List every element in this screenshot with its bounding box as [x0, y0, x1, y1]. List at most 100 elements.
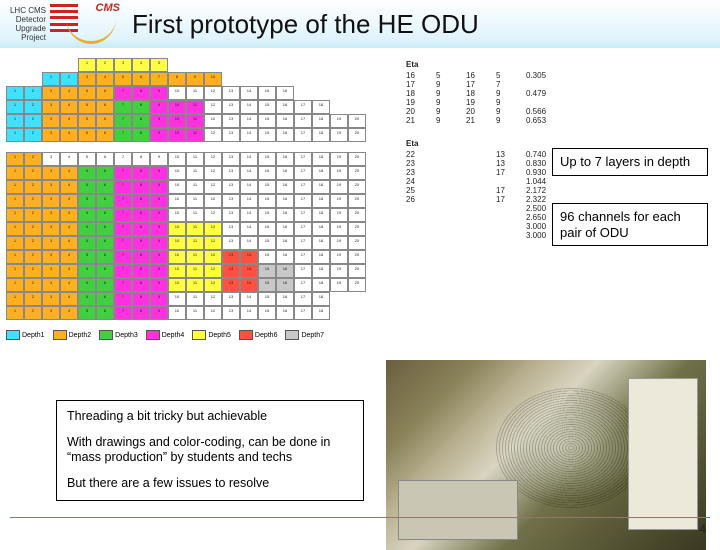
- grid-cell: 5: [78, 128, 96, 142]
- grid-cell: 11: [186, 236, 204, 250]
- prototype-photo: [386, 360, 706, 550]
- eta-cell: [436, 195, 454, 204]
- grid-cell: 15: [258, 194, 276, 208]
- legend-item: Depth7: [285, 330, 324, 340]
- eta-row: 1651650.305: [406, 71, 546, 80]
- grid-cell: 16: [276, 152, 294, 166]
- grid-cell: 10: [168, 250, 186, 264]
- grid-row: 1234567891011121314151617181920: [6, 180, 386, 194]
- main-content: 1234512345678910123456789101112131415161…: [0, 48, 720, 540]
- grid-cell: 5: [78, 222, 96, 236]
- grid-cell: 12: [204, 292, 222, 306]
- grid-cell: 8: [132, 100, 150, 114]
- grid-cell: 2: [24, 250, 42, 264]
- eta-cell: 18: [406, 89, 424, 98]
- project-label: LHC CMS Detector Upgrade Project: [0, 6, 48, 42]
- grid-cell: 16: [276, 208, 294, 222]
- grid-cell: 20: [348, 250, 366, 264]
- grid-cell: 16: [276, 86, 294, 100]
- grid-cell: 9: [150, 208, 168, 222]
- grid-cell: 11: [186, 166, 204, 180]
- grid-cell: 2: [24, 194, 42, 208]
- grid-cell: 8: [132, 86, 150, 100]
- grid-cell: 5: [78, 264, 96, 278]
- grid-cell: 5: [150, 58, 168, 72]
- eta-row: 26172.322: [406, 195, 546, 204]
- legend-swatch: [239, 330, 253, 340]
- grid-cell: 7: [114, 208, 132, 222]
- grid-cell: 7: [114, 250, 132, 264]
- eta-cell: 17: [496, 168, 514, 177]
- grid-cell: 20: [348, 222, 366, 236]
- grid-cell: 14: [240, 292, 258, 306]
- grid-cell: 1: [6, 278, 24, 292]
- grid-cell: 10: [168, 100, 186, 114]
- grid-cell: 8: [132, 222, 150, 236]
- grid-cell: 5: [78, 306, 96, 320]
- eta-row: 2.500: [406, 204, 546, 213]
- legend-label: Depth6: [255, 332, 278, 339]
- grid-cell: 13: [222, 208, 240, 222]
- grid-cell: 1: [6, 250, 24, 264]
- grid-cell: 14: [240, 236, 258, 250]
- grid-cell: 17: [294, 166, 312, 180]
- grid-cell: 15: [258, 180, 276, 194]
- grid-row: 12345678910111213141516: [6, 86, 386, 100]
- grid-cell: 19: [330, 222, 348, 236]
- eta-cell: 13: [496, 159, 514, 168]
- grid-cell: 16: [276, 194, 294, 208]
- grid-cell: 9: [150, 278, 168, 292]
- eta-cell: [406, 222, 424, 231]
- grid-cell: 1: [6, 114, 24, 128]
- grid-cell: 7: [114, 166, 132, 180]
- grid-cell: 17: [294, 222, 312, 236]
- grid-cell: 10: [168, 128, 186, 142]
- swoosh-icon: [66, 18, 116, 44]
- grid-row: 1234567891011121314151617181920: [6, 194, 386, 208]
- grid-cell: 4: [60, 236, 78, 250]
- grid-cell: 10: [168, 180, 186, 194]
- grid-cell: 1: [42, 72, 60, 86]
- eta-cell: [436, 204, 454, 213]
- legend-label: Depth4: [162, 332, 185, 339]
- grid-cell: 4: [60, 86, 78, 100]
- eta-cell: [436, 177, 454, 186]
- grid-cell: 17: [294, 100, 312, 114]
- eta-row: 179177: [406, 80, 546, 89]
- grid-cell: 12: [204, 208, 222, 222]
- grid-cell: 1: [6, 222, 24, 236]
- grid-cell: 9: [150, 236, 168, 250]
- grid-cell: 1: [6, 306, 24, 320]
- eta-cell: [496, 204, 514, 213]
- grid-cell: 6: [132, 72, 150, 86]
- grid-cell: 15: [258, 278, 276, 292]
- grid-cell: 17: [294, 292, 312, 306]
- grid-cell: 20: [348, 194, 366, 208]
- grid-cell: 2: [60, 72, 78, 86]
- grid-cell: 16: [276, 128, 294, 142]
- eta-cell: 9: [436, 107, 454, 116]
- grid-cell: 5: [78, 166, 96, 180]
- eta-cell: 25: [406, 186, 424, 195]
- depth-legend: Depth1Depth2Depth3Depth4Depth5Depth6Dept…: [6, 330, 386, 340]
- grid-row: 1234567891011121314151617181920: [6, 166, 386, 180]
- grid-cell: 10: [168, 292, 186, 306]
- grid-cell: 18: [312, 306, 330, 320]
- grid-row: 123456789101112131415161718: [6, 306, 386, 320]
- grid-cell: 12: [204, 114, 222, 128]
- grid-cell: 20: [348, 114, 366, 128]
- grid-cell: 9: [150, 86, 168, 100]
- grid-cell: 16: [276, 306, 294, 320]
- legend-swatch: [146, 330, 160, 340]
- eta-cell: 21: [466, 116, 484, 125]
- grid-cell: 15: [258, 152, 276, 166]
- grid-cell: 2: [24, 278, 42, 292]
- grid-cell: 13: [222, 166, 240, 180]
- grid-cell: 6: [96, 278, 114, 292]
- grid-cell: 8: [168, 72, 186, 86]
- eta-block-2: Eta 22130.74023130.83023170.930241.04425…: [406, 139, 546, 240]
- note-p1: Threading a bit tricky but achievable: [67, 409, 353, 425]
- grid-cell: 15: [258, 114, 276, 128]
- grid-cell: 14: [240, 128, 258, 142]
- legend-label: Depth3: [115, 332, 138, 339]
